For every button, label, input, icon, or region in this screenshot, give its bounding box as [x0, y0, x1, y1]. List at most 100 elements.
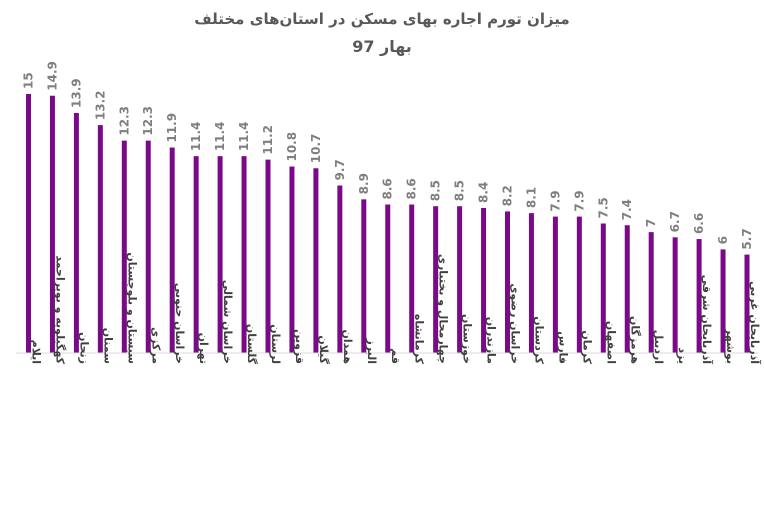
bar	[337, 185, 343, 353]
bar-value-label: 11.4	[189, 122, 203, 152]
category-label: کرمان	[580, 330, 593, 364]
bar-value-label: 7.5	[596, 197, 610, 218]
bar-value-label: 8.6	[405, 178, 419, 199]
category-label: مرکزی	[149, 327, 162, 364]
category-label: کهگیلویه و بویراحمد	[53, 255, 66, 364]
bar-value-label: 12.3	[141, 106, 155, 136]
bar-value-label: 5.7	[740, 228, 754, 249]
bar-value-label: 8.2	[501, 185, 515, 206]
category-label: زنجان	[77, 332, 90, 364]
category-label: فارس	[556, 331, 569, 364]
category-label: خراسان جنوبی	[173, 283, 186, 364]
bar	[121, 140, 127, 353]
bar-value-label: 13.2	[93, 90, 107, 120]
bar-value-label: 11.2	[261, 125, 275, 155]
bar-value-label: 11.4	[213, 122, 227, 152]
category-label: گیلان	[317, 335, 330, 364]
bar	[648, 232, 654, 353]
category-label: یزد	[676, 347, 689, 364]
bar	[361, 199, 367, 353]
bar-value-label: 9.7	[333, 159, 347, 180]
bar-value-label: 7.9	[548, 190, 562, 211]
bar	[433, 206, 439, 353]
category-label: خراسان شمالی	[221, 280, 234, 364]
category-label: بوشهر	[724, 327, 737, 364]
category-label: مازندران	[485, 317, 498, 364]
bar	[145, 140, 151, 353]
category-label: چهارمحال و بختیاری	[437, 254, 450, 364]
bar-value-label: 10.8	[285, 132, 299, 162]
bar	[672, 237, 678, 353]
bar-value-label: 7.4	[620, 199, 634, 220]
category-label: خراسان رضوی	[509, 283, 522, 364]
bar-value-label: 8.5	[429, 180, 443, 201]
bar	[26, 94, 31, 353]
bars-layer	[26, 94, 750, 354]
bar-value-label: 14.9	[45, 61, 59, 91]
bar	[720, 249, 726, 353]
bar	[505, 211, 510, 353]
bar	[265, 159, 271, 353]
bar-value-label: 6.7	[668, 211, 682, 232]
bar-value-label: 8.5	[453, 180, 467, 201]
bar	[409, 204, 415, 353]
bar-value-label: 6.6	[692, 213, 706, 234]
bar	[481, 207, 487, 353]
bar-value-label: 12.3	[117, 106, 131, 136]
bar	[169, 147, 175, 353]
bar-value-label: 13.9	[69, 78, 83, 108]
bar	[97, 125, 103, 353]
category-label: گلستان	[245, 324, 258, 365]
bar	[528, 213, 534, 353]
bar	[217, 156, 223, 353]
category-label: اصفهان	[604, 321, 617, 364]
category-label: کرمانشاه	[413, 314, 426, 365]
category-label: آذربایجان شرقی	[700, 275, 714, 365]
bar	[744, 254, 750, 353]
category-label: سمنان	[101, 328, 114, 364]
bar-value-label: 6	[716, 236, 730, 244]
bar	[193, 156, 199, 353]
category-label: همدان	[341, 329, 354, 364]
chart-subtitle: بهار 97	[352, 37, 412, 56]
category-label: لرستان	[269, 324, 282, 364]
bar	[457, 206, 463, 353]
bar-value-label: 8.4	[477, 182, 491, 203]
bar	[73, 112, 79, 354]
bar	[600, 223, 606, 353]
category-label: البرز	[365, 337, 378, 364]
bar-value-label: 15	[22, 72, 36, 89]
bar	[552, 216, 558, 353]
bar-value-label: 7	[644, 219, 658, 227]
category-label: خوزستان	[461, 314, 474, 364]
category-label: قم	[389, 348, 402, 364]
bar-value-label: 7.9	[572, 190, 586, 211]
bar	[49, 95, 55, 353]
category-label: اردبیل	[652, 330, 665, 364]
bar	[624, 225, 630, 353]
category-label: تهران	[197, 333, 210, 364]
category-label: هرمزگان	[628, 316, 641, 364]
category-label: سیستان و بلوچستان	[125, 252, 138, 364]
bar	[241, 156, 247, 353]
category-label: کردستان	[532, 316, 545, 364]
bar-value-label: 11.4	[237, 122, 251, 152]
category-labels-layer: ایلام کهگیلویه و بویراحمد زنجان سمنان سیستان…	[30, 252, 763, 364]
value-labels-layer: 15 14.9 13.9 13.2 12.3 12.3 11.9 11.4 11.4 11.4 11…	[22, 61, 755, 249]
category-label: آذربایجان غربی	[748, 281, 762, 364]
bar	[385, 204, 391, 353]
bar	[289, 166, 295, 353]
bar-value-label: 8.6	[381, 178, 395, 199]
bar	[576, 216, 582, 353]
bar-value-label: 10.7	[309, 134, 323, 164]
bar	[313, 168, 319, 353]
bar-value-label: 8.1	[524, 187, 538, 208]
chart-title: میزان تورم اجاره بهای مسکن در استان‌های …	[194, 10, 569, 28]
bar-value-label: 8.9	[357, 173, 371, 194]
category-label: قزوین	[293, 329, 306, 364]
bar-value-label: 11.9	[165, 113, 179, 143]
bar	[696, 239, 702, 353]
category-label: ایلام	[30, 340, 43, 364]
